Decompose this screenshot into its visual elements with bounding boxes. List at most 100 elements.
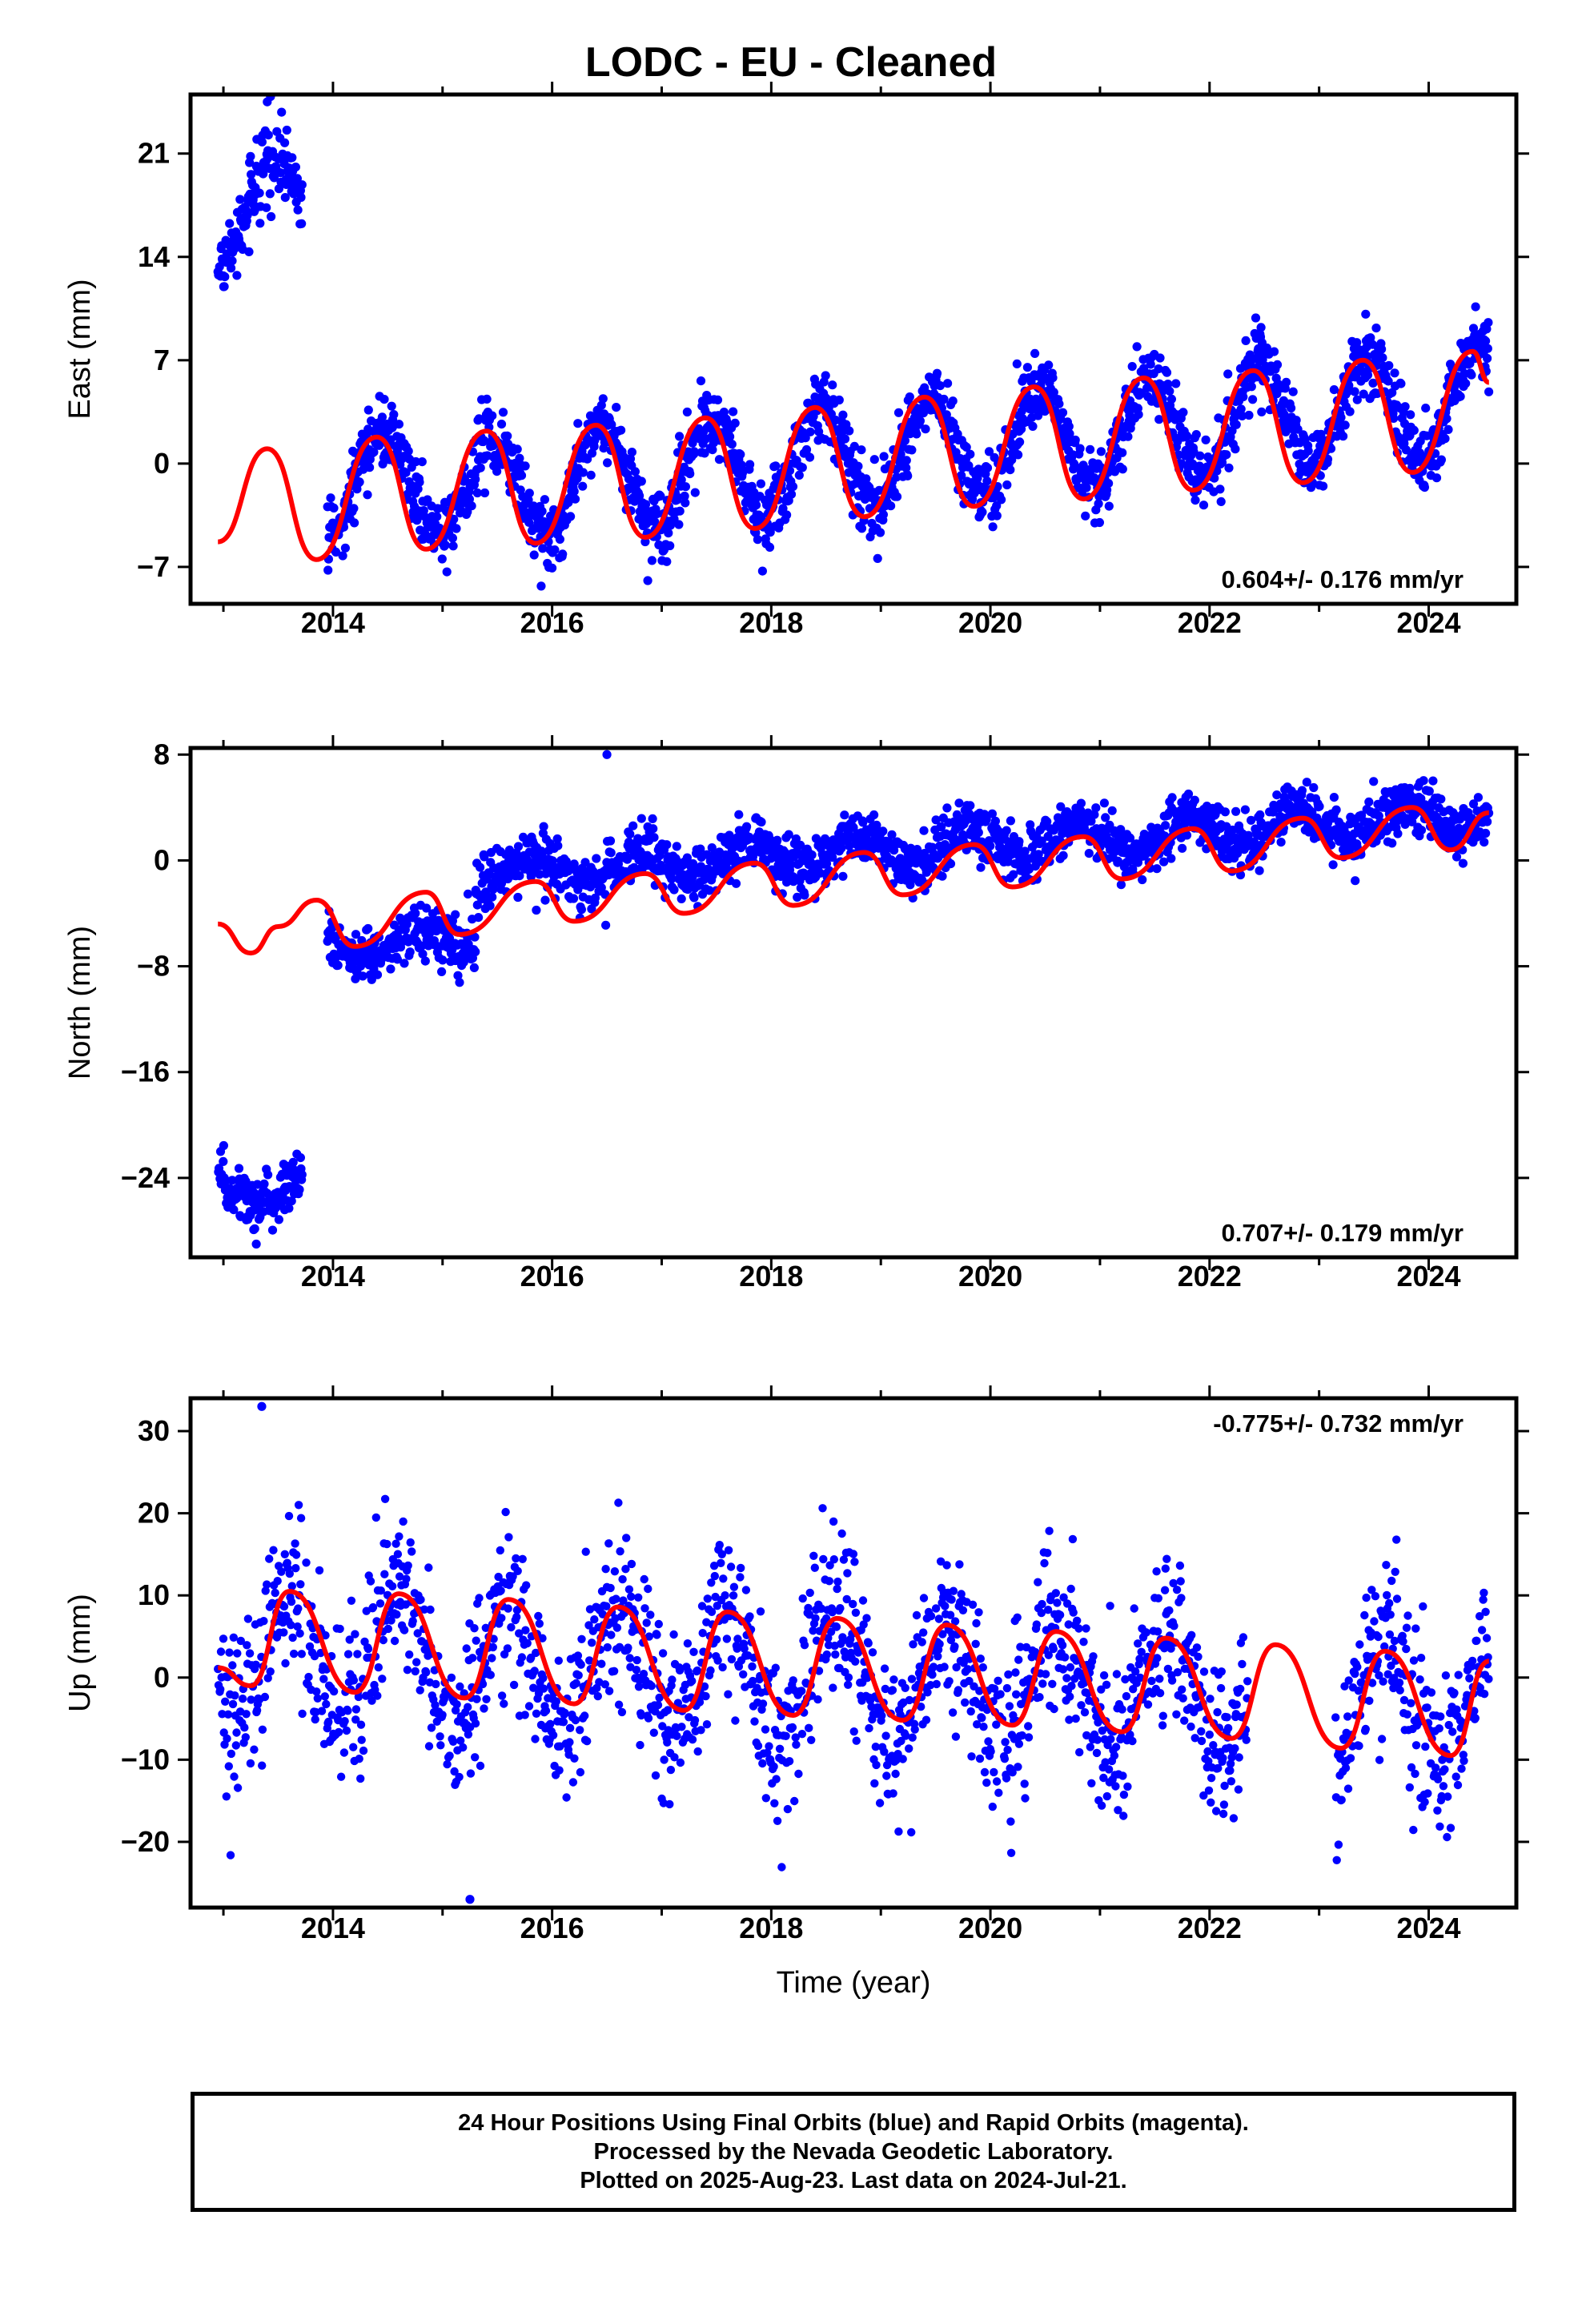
y-tick-label: −7	[137, 550, 170, 583]
data-point	[259, 1179, 269, 1188]
data-point	[569, 487, 579, 497]
data-point	[443, 1759, 452, 1769]
data-point	[521, 1626, 530, 1634]
data-point	[943, 379, 953, 388]
data-point	[560, 1708, 569, 1717]
data-point	[349, 504, 359, 513]
data-point	[782, 510, 792, 520]
data-point	[483, 451, 492, 460]
data-point	[554, 1656, 563, 1665]
data-point	[1384, 360, 1394, 371]
data-point	[1163, 380, 1173, 389]
data-point	[378, 459, 387, 469]
data-point	[901, 456, 911, 465]
data-point	[476, 463, 485, 472]
data-point	[745, 460, 755, 469]
data-point	[462, 1644, 471, 1653]
data-point	[216, 1685, 225, 1694]
data-point	[522, 1581, 531, 1590]
data-point	[573, 419, 583, 428]
data-point	[243, 1614, 253, 1623]
data-point	[227, 263, 236, 273]
data-point	[730, 418, 740, 428]
data-point	[1216, 497, 1226, 507]
data-point	[335, 1624, 344, 1634]
data-point	[363, 1644, 373, 1654]
data-point	[1155, 353, 1165, 363]
data-point	[353, 1650, 362, 1659]
data-point	[982, 476, 992, 486]
data-point	[233, 1649, 242, 1658]
data-point	[673, 495, 682, 505]
data-point	[363, 405, 373, 415]
data-point	[423, 495, 432, 505]
data-point	[643, 576, 652, 585]
data-point	[222, 1792, 231, 1801]
data-point	[896, 449, 905, 459]
data-point	[664, 529, 673, 538]
data-point	[805, 427, 815, 436]
data-point	[452, 1700, 461, 1709]
data-point	[216, 1647, 226, 1656]
data-point	[282, 125, 291, 135]
data-point	[291, 1539, 299, 1548]
data-point	[612, 403, 621, 412]
data-point	[1222, 450, 1231, 460]
data-point	[323, 565, 333, 575]
data-point	[1188, 459, 1198, 468]
data-point	[1006, 465, 1015, 475]
data-point	[459, 1743, 468, 1752]
data-point	[246, 1759, 255, 1768]
data-point	[921, 424, 930, 434]
data-point	[496, 420, 507, 429]
data-point	[313, 1694, 322, 1703]
data-point	[1191, 430, 1201, 440]
east-fit-line	[217, 348, 1491, 562]
data-point	[395, 1532, 404, 1541]
data-point	[265, 1554, 274, 1563]
data-point	[436, 1741, 445, 1750]
data-point	[402, 1574, 411, 1583]
data-point	[221, 1697, 230, 1706]
data-point	[541, 1707, 551, 1715]
data-point	[516, 471, 527, 480]
data-point	[371, 1513, 380, 1522]
data-point	[347, 1596, 356, 1606]
data-point	[416, 1595, 425, 1604]
data-point	[1409, 425, 1419, 436]
data-point	[497, 1614, 506, 1622]
data-point	[853, 461, 863, 471]
data-point	[349, 1676, 359, 1685]
data-point	[1336, 412, 1346, 422]
data-point	[501, 1507, 510, 1517]
data-point	[219, 1156, 228, 1166]
data-point	[578, 481, 588, 491]
data-point	[1065, 429, 1074, 439]
data-point	[476, 1761, 485, 1771]
data-point	[1048, 373, 1058, 383]
data-point	[412, 1658, 421, 1667]
data-point	[1195, 451, 1205, 460]
data-point	[492, 467, 502, 476]
data-point	[518, 1554, 527, 1564]
data-point	[647, 556, 657, 565]
data-point	[1443, 424, 1453, 435]
data-point	[1199, 501, 1209, 510]
data-point	[496, 1546, 504, 1555]
data-point	[503, 431, 512, 441]
data-point	[727, 440, 737, 449]
data-point	[714, 455, 725, 464]
data-point	[562, 1793, 571, 1802]
data-point	[406, 1538, 415, 1547]
data-point	[390, 1636, 400, 1646]
data-point	[1396, 379, 1406, 388]
data-point	[287, 1597, 296, 1606]
data-point	[387, 401, 396, 411]
data-point	[907, 445, 917, 455]
north-observations	[214, 750, 1494, 1249]
data-point	[1377, 344, 1387, 354]
data-point	[359, 1746, 368, 1755]
data-point	[682, 407, 693, 417]
data-point	[690, 448, 700, 458]
data-point	[849, 441, 859, 452]
